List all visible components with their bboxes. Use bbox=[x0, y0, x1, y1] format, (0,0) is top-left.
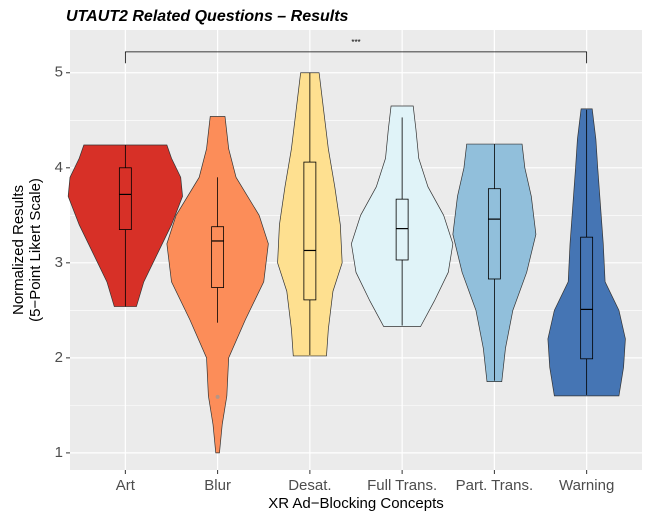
x-tick-label: Blur bbox=[204, 477, 231, 494]
x-tick-label: Full Trans. bbox=[367, 477, 437, 494]
y-tick-label: 2 bbox=[55, 349, 63, 366]
box bbox=[487, 188, 501, 280]
x-tick-label: Desat. bbox=[288, 477, 331, 494]
y-tick-label: 3 bbox=[55, 254, 63, 271]
x-tick-label: Warning bbox=[559, 477, 614, 494]
outlier bbox=[215, 394, 220, 399]
y-axis-title-line: (5−Point Likert Scale) bbox=[27, 178, 44, 322]
box bbox=[395, 198, 409, 261]
y-axis-title-line: Normalized Results bbox=[10, 185, 27, 315]
significance-label: *** bbox=[351, 38, 360, 47]
box bbox=[118, 167, 132, 230]
y-tick-label: 1 bbox=[55, 444, 63, 461]
y-tick-label: 4 bbox=[55, 159, 63, 176]
chart-title: UTAUT2 Related Questions – Results bbox=[66, 8, 349, 25]
box bbox=[303, 161, 317, 301]
x-axis-title: XR Ad−Blocking Concepts bbox=[268, 495, 444, 512]
y-tick-label: 5 bbox=[55, 64, 63, 81]
box bbox=[211, 226, 225, 288]
significance-bracket bbox=[124, 51, 588, 64]
x-tick-label: Art bbox=[116, 477, 136, 494]
box bbox=[580, 236, 594, 360]
x-tick-label: Part. Trans. bbox=[456, 477, 534, 494]
y-axis-title: Normalized Results (5−Point Likert Scale… bbox=[10, 178, 44, 322]
